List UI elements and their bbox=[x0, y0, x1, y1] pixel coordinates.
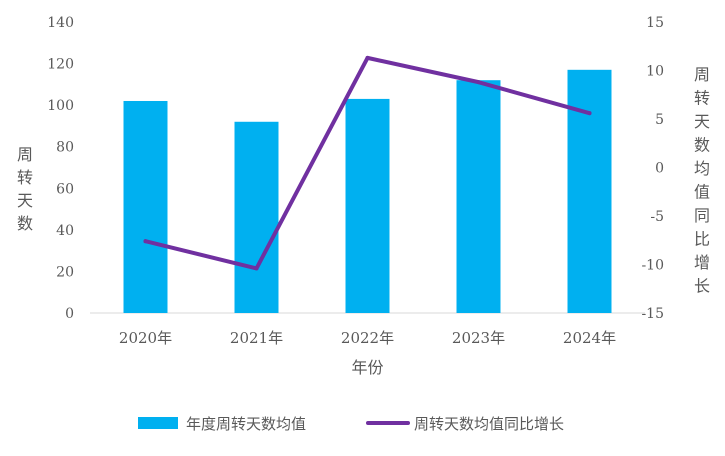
line-point-2021年 bbox=[254, 266, 259, 271]
right-axis-tick-label: 10 bbox=[646, 64, 664, 80]
right-axis-tick-label: -5 bbox=[650, 209, 664, 225]
right-axis-tick-label: 0 bbox=[655, 161, 664, 177]
x-tick-label: 2024年 bbox=[563, 329, 616, 347]
legend-line-label: 周转天数均值同比增长 bbox=[414, 415, 564, 433]
x-tick-label: 2021年 bbox=[230, 329, 283, 347]
left-axis-tick-label: 140 bbox=[47, 15, 74, 31]
bar-2021年 bbox=[234, 121, 279, 314]
left-axis-tick-label: 40 bbox=[56, 223, 74, 239]
line-point-2022年 bbox=[365, 55, 370, 60]
right-axis-tick-label: -10 bbox=[641, 258, 664, 274]
left-axis-title: 周转天数 bbox=[17, 145, 33, 233]
left-axis-tick-label: 20 bbox=[56, 264, 74, 280]
x-tick-label: 2020年 bbox=[119, 329, 172, 347]
left-axis-tick-label: 0 bbox=[65, 306, 74, 322]
x-axis-title: 年份 bbox=[351, 358, 383, 377]
right-axis-tick-label: 5 bbox=[655, 112, 664, 128]
line-point-2020年 bbox=[143, 239, 148, 244]
x-tick-label: 2022年 bbox=[341, 329, 394, 347]
bar-2023年 bbox=[456, 80, 501, 313]
bar-2022年 bbox=[345, 98, 390, 314]
left-axis-tick-label: 120 bbox=[47, 57, 74, 73]
left-axis-tick-label: 100 bbox=[47, 98, 74, 114]
line-layer bbox=[143, 55, 592, 271]
bar-2024年 bbox=[567, 69, 612, 313]
left-axis-tick-label: 60 bbox=[56, 181, 74, 197]
left-axis-tick-label: 80 bbox=[56, 140, 74, 156]
legend-bar-label: 年度周转天数均值 bbox=[186, 415, 306, 433]
legend: 年度周转天数均值 周转天数均值同比增长 bbox=[138, 415, 564, 433]
line-point-2024年 bbox=[587, 111, 592, 116]
right-axis-title: 周转天数均值同比增长 bbox=[694, 65, 710, 296]
right-axis-tick-label: 15 bbox=[646, 15, 664, 31]
bars-layer bbox=[123, 69, 612, 314]
x-tick-label: 2023年 bbox=[452, 329, 505, 347]
legend-bar-swatch bbox=[138, 417, 178, 429]
line-point-2023年 bbox=[476, 80, 481, 85]
right-axis-tick-label: -15 bbox=[641, 306, 664, 322]
labels-layer: 0 20 40 60 80 100 120 140 -15 -10 -5 0 5 10 15 2020年 202… bbox=[17, 15, 710, 377]
bar-2020年 bbox=[123, 100, 168, 313]
